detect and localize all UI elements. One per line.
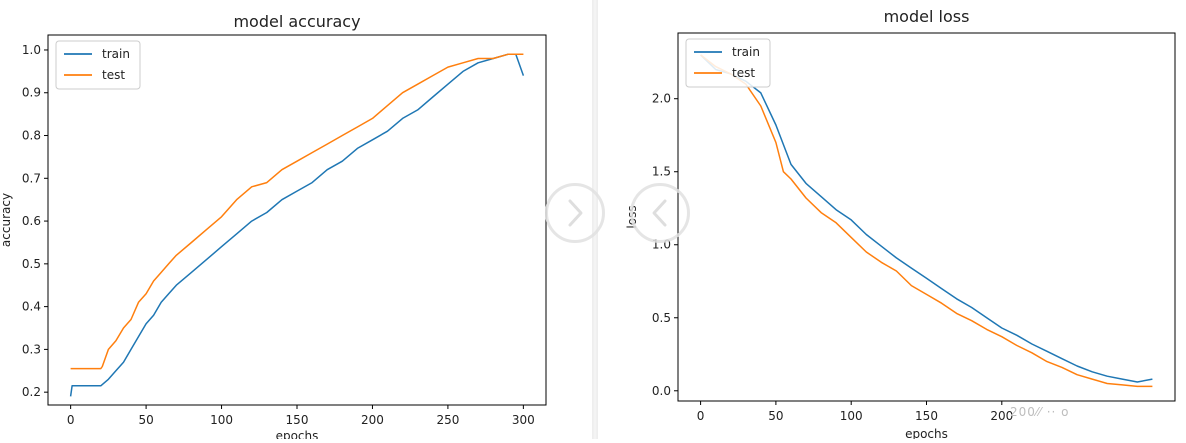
legend-box xyxy=(685,38,771,88)
legend: train test xyxy=(685,38,771,88)
legend-box xyxy=(55,40,141,90)
x-axis-label: epochs xyxy=(276,429,319,439)
y-tick-label: 0.0 xyxy=(652,384,671,398)
series-line-train xyxy=(700,54,1153,383)
accuracy-chart: model accuracy 0 50 100 150 200 250 300 0.2 0.3 0.… xyxy=(0,12,547,443)
y-tick-label: 0.5 xyxy=(652,311,671,325)
y-tick-label: 0.8 xyxy=(22,129,41,143)
x-tick-label: 150 xyxy=(915,409,938,423)
legend: train test xyxy=(55,40,141,90)
x-tick-label: 50 xyxy=(768,409,783,423)
chevron-left-icon xyxy=(652,199,667,227)
next-slide-button[interactable] xyxy=(545,183,605,243)
series-line-train xyxy=(69,53,525,397)
y-tick-label: 0.2 xyxy=(22,385,41,399)
x-tick-label: 0 xyxy=(67,413,75,427)
y-axis-label: accuracy xyxy=(0,193,13,247)
legend-label-train: train xyxy=(732,45,760,59)
chart-title: model loss xyxy=(884,7,970,26)
x-tick-label: 100 xyxy=(840,409,863,423)
x-tick-label: 100 xyxy=(210,413,233,427)
plot-frame xyxy=(47,34,547,406)
x-tick-label: 50 xyxy=(138,413,153,427)
x-tick-label: 300 xyxy=(512,413,535,427)
previous-slide-button[interactable] xyxy=(630,183,690,243)
series-line-test xyxy=(700,54,1153,388)
y-tick-label: 1.5 xyxy=(652,165,671,179)
y-tick-label: 0.4 xyxy=(22,300,41,314)
x-tick-label: 250 xyxy=(436,413,459,427)
chart-title: model accuracy xyxy=(233,12,360,31)
watermark: 200⁄⁄ ·· o xyxy=(1010,405,1070,419)
loss-chart-panel: model loss 0 50 100 150 200 0.0 0.5 1.0 1.5 2.0 epo… xyxy=(598,0,1186,441)
x-tick-label: 0 xyxy=(697,409,705,423)
legend-label-test: test xyxy=(102,68,125,82)
series-line-test xyxy=(70,53,524,370)
y-tick-label: 0.6 xyxy=(22,214,41,228)
y-tick-label: 0.9 xyxy=(22,86,41,100)
y-tick-label: 1.0 xyxy=(22,43,41,57)
x-tick-label: 200 xyxy=(990,409,1013,423)
x-tick-label: 200 xyxy=(361,413,384,427)
y-tick-label: 2.0 xyxy=(652,92,671,106)
y-tick-label: 0.3 xyxy=(22,342,41,356)
legend-label-train: train xyxy=(102,47,130,61)
legend-label-test: test xyxy=(732,66,755,80)
x-tick-label: 150 xyxy=(286,413,309,427)
x-axis-label: epochs xyxy=(905,427,948,439)
y-tick-label: 0.5 xyxy=(22,257,41,271)
accuracy-chart-panel: model accuracy 0 50 100 150 200 250 300 0.2 0.3 0.… xyxy=(0,0,592,443)
y-tick-label: 0.7 xyxy=(22,171,41,185)
plot-frame xyxy=(677,32,1176,402)
chevron-right-icon xyxy=(568,199,583,227)
